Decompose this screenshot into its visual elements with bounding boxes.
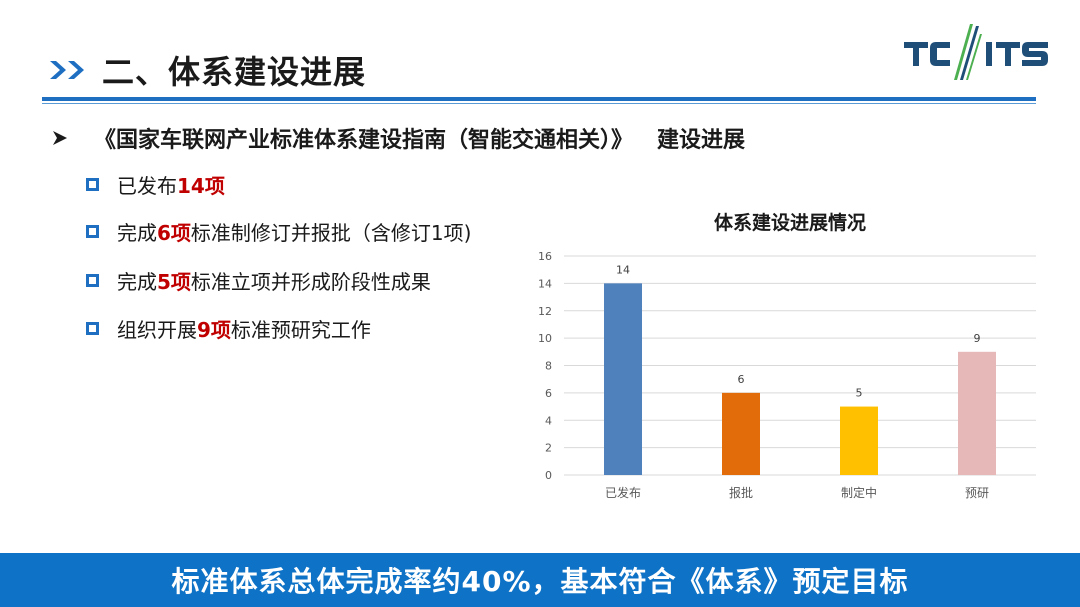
tc-its-logo [904, 24, 1048, 80]
list-item-text: 完成6项标准制修订并报批（含修订1项) [117, 221, 472, 245]
square-bullet-icon [86, 274, 99, 287]
square-bullet-icon [86, 322, 99, 335]
y-tick-label: 16 [538, 250, 552, 263]
summary-banner-text: 标准体系总体完成率约40%，基本符合《体系》预定目标 [171, 565, 909, 598]
list-item-text: 已发布14项 [117, 174, 225, 198]
square-bullet-icon [86, 225, 99, 238]
x-tick-label: 已发布 [605, 485, 641, 500]
highlight-count: 9项 [197, 318, 231, 342]
bar-chart: 0 2 4 6 8 10 12 14 16 14 已发布 6 报批 5 制定中 9 预研 [538, 250, 1036, 500]
y-tick-label: 2 [545, 442, 552, 455]
data-label: 9 [974, 332, 981, 345]
list-item: 组织开展9项标准预研究工作 [86, 314, 371, 343]
y-tick-label: 8 [545, 360, 552, 373]
bar [840, 406, 878, 475]
x-tick-label: 预研 [965, 486, 989, 500]
square-bullet-icon [86, 178, 99, 191]
double-chevron-icon [50, 61, 84, 79]
y-tick-label: 4 [545, 414, 552, 427]
list-item-text: 完成5项标准立项并形成阶段性成果 [117, 270, 431, 294]
main-bullet-title: 《国家车联网产业标准体系建设指南（智能交通相关）》 [94, 128, 634, 153]
chart-title: 体系建设进展情况 [713, 212, 866, 234]
y-tick-label: 12 [538, 305, 552, 318]
data-label: 14 [616, 263, 630, 276]
y-tick-label: 14 [538, 277, 552, 290]
highlight-count: 6项 [157, 221, 191, 245]
slide-header: 二、体系建设进展 [48, 48, 366, 92]
summary-banner: 标准体系总体完成率约40%，基本符合《体系》预定目标 [0, 553, 1080, 607]
slide-title: 二、体系建设进展 [102, 53, 367, 91]
main-bullet: 《国家车联网产业标准体系建设指南（智能交通相关）》 建设进展 [52, 122, 745, 154]
bar [722, 392, 760, 475]
main-bullet-suffix: 建设进展 [657, 128, 746, 153]
x-tick-label: 报批 [729, 485, 753, 500]
y-tick-label: 0 [545, 469, 552, 482]
list-item: 完成6项标准制修订并报批（含修订1项) [86, 217, 471, 246]
header-rule-thin [42, 103, 1036, 104]
y-tick-label: 6 [545, 387, 552, 400]
y-tick-label: 10 [538, 332, 552, 345]
list-item: 完成5项标准立项并形成阶段性成果 [86, 266, 431, 295]
list-item-text: 组织开展9项标准预研究工作 [117, 318, 371, 342]
highlight-count: 14项 [177, 174, 225, 198]
bar [958, 351, 996, 475]
main-bullet-text: 《国家车联网产业标准体系建设指南（智能交通相关）》 建设进展 [94, 122, 745, 154]
header-rule [42, 97, 1036, 101]
bar [604, 283, 642, 475]
list-item: 已发布14项 [86, 170, 225, 199]
x-tick-label: 制定中 [841, 485, 877, 500]
data-label: 5 [856, 387, 863, 400]
data-label: 6 [738, 373, 745, 386]
highlight-count: 5项 [157, 270, 191, 294]
arrow-bullet-icon [53, 131, 67, 145]
